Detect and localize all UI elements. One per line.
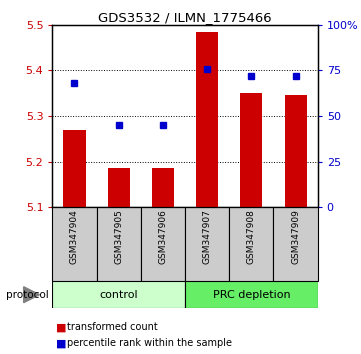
Bar <box>196 32 218 207</box>
Bar <box>185 207 229 281</box>
Bar <box>185 281 318 308</box>
Bar <box>64 130 86 207</box>
Text: transformed count: transformed count <box>67 322 157 332</box>
Text: ■: ■ <box>56 338 66 348</box>
Bar <box>152 169 174 207</box>
Bar <box>240 93 262 207</box>
Bar <box>108 169 130 207</box>
Bar <box>97 207 141 281</box>
Bar <box>52 281 185 308</box>
Text: percentile rank within the sample: percentile rank within the sample <box>67 338 232 348</box>
Text: ■: ■ <box>56 322 66 332</box>
Text: GSM347906: GSM347906 <box>158 209 168 264</box>
Bar <box>274 207 318 281</box>
Text: GSM347909: GSM347909 <box>291 209 300 264</box>
Text: GSM347904: GSM347904 <box>70 209 79 264</box>
Text: GSM347907: GSM347907 <box>203 209 212 264</box>
Title: GDS3532 / ILMN_1775466: GDS3532 / ILMN_1775466 <box>98 11 272 24</box>
Text: GSM347908: GSM347908 <box>247 209 256 264</box>
Text: PRC depletion: PRC depletion <box>213 290 290 300</box>
Text: protocol: protocol <box>6 290 49 300</box>
Bar <box>229 207 274 281</box>
Text: GSM347905: GSM347905 <box>114 209 123 264</box>
Bar <box>52 207 97 281</box>
Bar <box>141 207 185 281</box>
Text: control: control <box>99 290 138 300</box>
Bar <box>284 96 306 207</box>
Polygon shape <box>23 287 40 303</box>
